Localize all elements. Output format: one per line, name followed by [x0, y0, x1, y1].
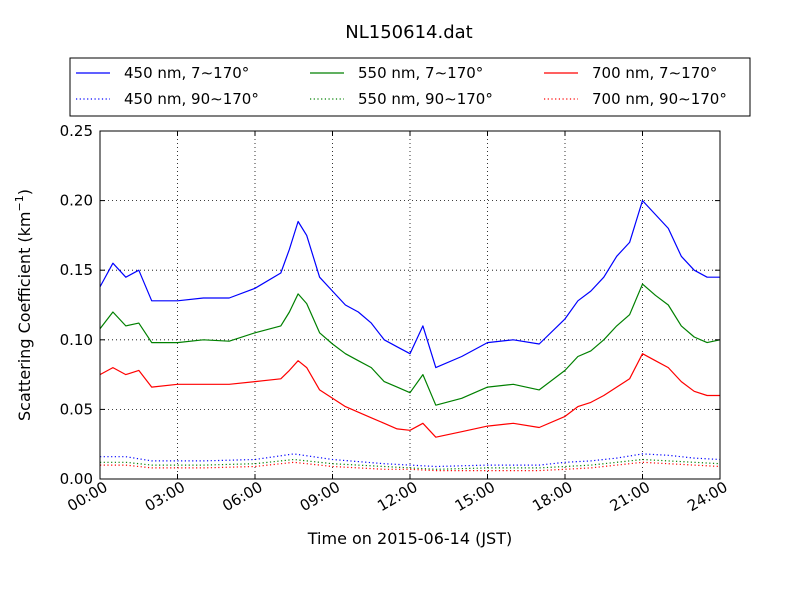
x-tick-label: 18:00 — [529, 478, 575, 515]
x-tick-label: 03:00 — [142, 478, 188, 515]
grid — [100, 131, 720, 479]
chart-title: NL150614.dat — [345, 22, 472, 43]
legend-label: 700 nm, 7∼170° — [592, 64, 717, 82]
x-tick-label: 12:00 — [374, 478, 420, 515]
x-axis-label: Time on 2015-06-14 (JST) — [307, 529, 512, 548]
legend-frame — [69, 57, 751, 117]
legend: 450 nm, 7∼170° 550 nm, 7∼170° 700 nm, 7∼17… — [69, 57, 751, 117]
y-tick-label: 0.15 — [60, 261, 93, 279]
y-axis-label-exponent: −1 — [13, 195, 26, 211]
y-tick-label: 0.10 — [60, 331, 93, 349]
legend-label: 450 nm, 7∼170° — [124, 64, 249, 82]
y-tick-label: 0.00 — [60, 470, 93, 488]
legend-label: 700 nm, 90∼170° — [592, 90, 727, 108]
x-tick-label: 24:00 — [684, 478, 730, 515]
y-tick-label: 0.25 — [60, 122, 93, 140]
legend-label: 550 nm, 7∼170° — [358, 64, 483, 82]
x-tick-label: 09:00 — [297, 478, 343, 515]
series-line-1 — [99, 200, 720, 369]
legend-label: 550 nm, 90∼170° — [358, 90, 493, 108]
series-line-5 — [99, 353, 720, 438]
y-axis-label-close: ) — [15, 189, 34, 195]
x-tick-label: 06:00 — [219, 478, 265, 515]
series-line-3 — [99, 283, 721, 406]
plot-area — [100, 131, 720, 479]
y-tick-label: 0.05 — [60, 400, 93, 418]
x-tick-label: 21:00 — [607, 478, 653, 515]
series-line-2 — [100, 453, 721, 468]
x-tick-label: 15:00 — [452, 478, 498, 515]
series-lines — [99, 200, 721, 472]
y-axis-label-main: Scattering Coefficient (km — [15, 211, 34, 421]
legend-label: 450 nm, 90∼170° — [124, 90, 259, 108]
y-tick-label: 0.20 — [60, 192, 93, 210]
y-axis-label: Scattering Coefficient (km−1) — [13, 189, 34, 421]
